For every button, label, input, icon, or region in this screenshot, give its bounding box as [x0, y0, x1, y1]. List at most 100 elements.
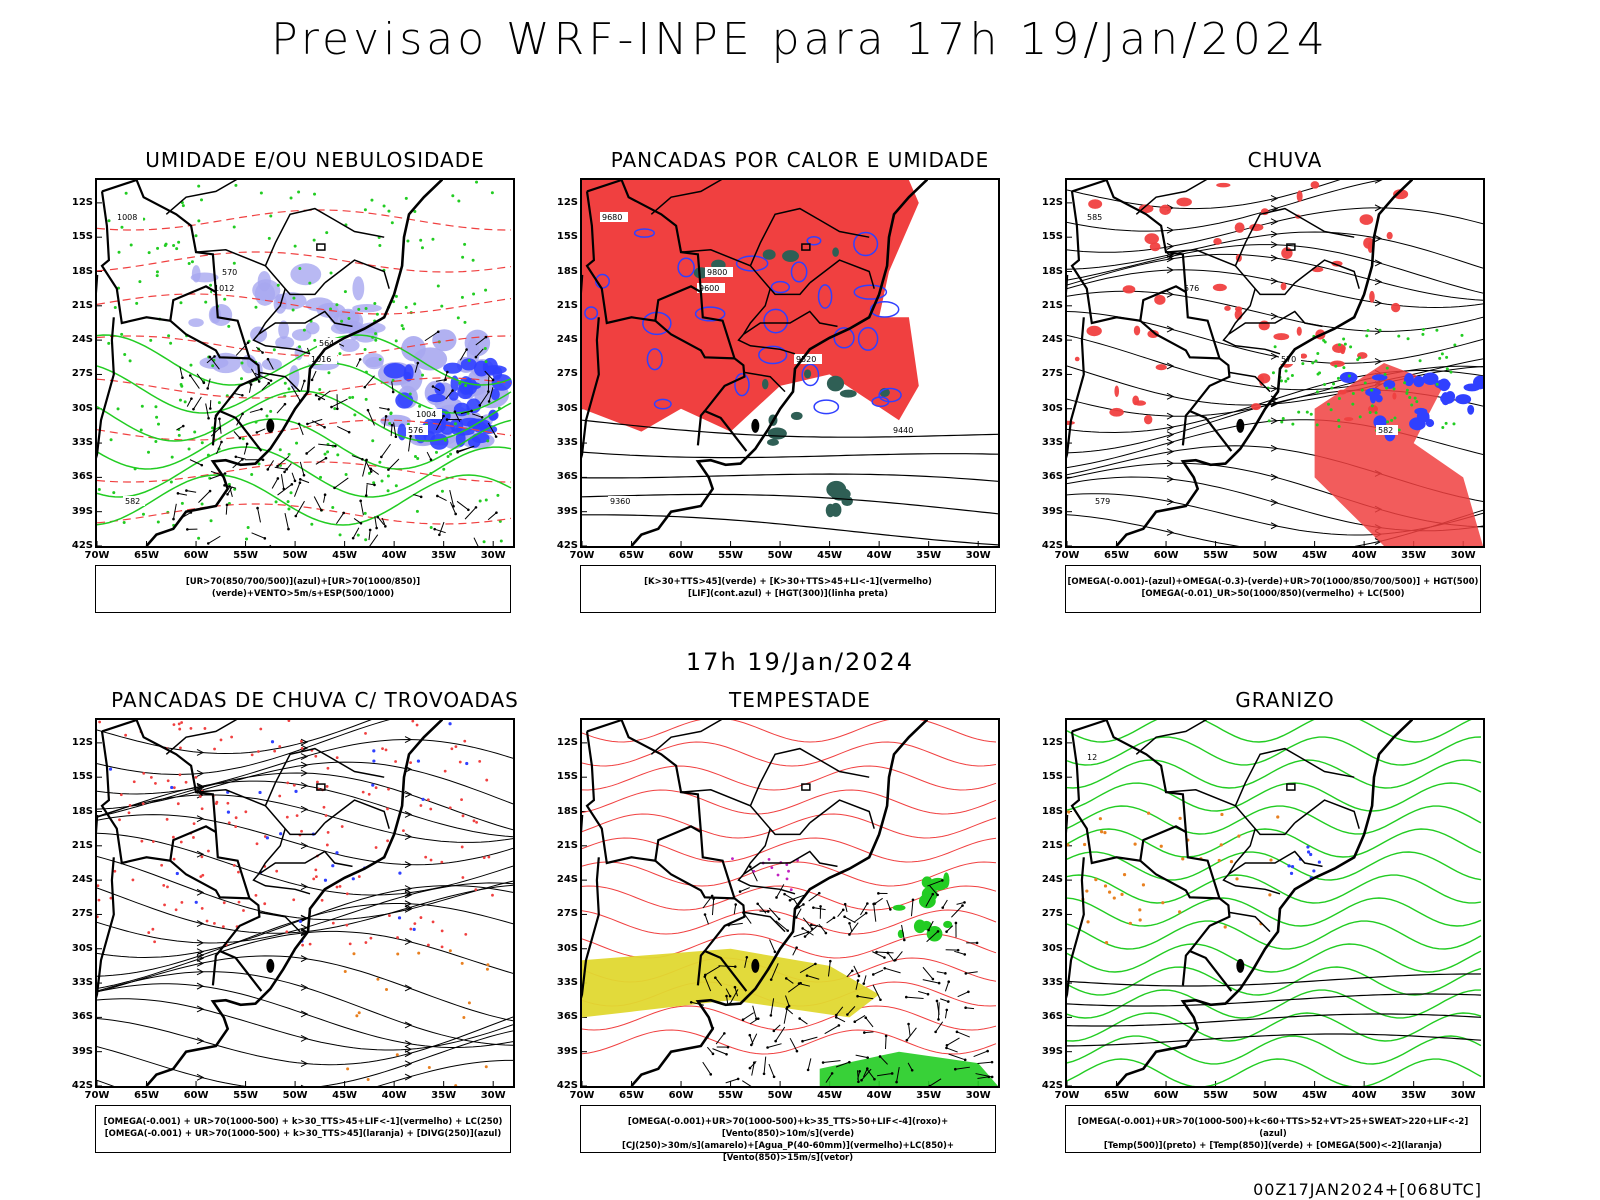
contour-label: 576	[1184, 284, 1199, 293]
panel-legend: [K>30+TTS>45](verde) + [K>30+TTS>45+LI<-…	[580, 565, 996, 613]
lon-tick-label: 50W	[282, 550, 308, 561]
lon-tick-label: 70W	[569, 1090, 595, 1101]
lat-tick-label: 36S	[556, 471, 578, 483]
map-svg: 9680 9600 9520 9440 9360 9800	[582, 180, 998, 546]
lat-tick-label: 33S	[71, 437, 93, 449]
lat-tick-label: 39S	[556, 505, 578, 517]
lon-tick-label: 70W	[1054, 550, 1080, 561]
lat-tick-label: 18S	[1041, 805, 1063, 817]
lon-tick-label: 70W	[84, 550, 110, 561]
lat-tick-label: 39S	[1041, 505, 1063, 517]
lon-tick-label: 65W	[619, 1090, 644, 1101]
lat-tick-label: 15S	[1041, 231, 1063, 243]
lat-tick-label: 18S	[71, 265, 93, 277]
lat-tick-label: 33S	[1041, 977, 1063, 989]
panel-legend: [OMEGA(-0.001)-(azul)+OMEGA(-0.3)-(verde…	[1065, 565, 1481, 613]
legend-line: [CJ(250)>30m/s](amarelo)+[Agua_P(40-60mm…	[621, 1141, 955, 1163]
lat-tick-label: 12S	[556, 736, 578, 748]
panel-legend: [OMEGA(-0.001) + UR>70(1000-500) + k>30_…	[95, 1105, 511, 1153]
lon-tick-label: 30W	[965, 1090, 991, 1101]
panel-title: CHUVA	[1247, 148, 1323, 172]
map-area	[580, 718, 1000, 1088]
lon-tick-label: 45W	[332, 550, 358, 561]
contour-label: 9440	[893, 426, 913, 435]
lat-tick-label: 12S	[1041, 736, 1063, 748]
lon-tick-label: 65W	[619, 550, 644, 561]
lon-tick-label: 50W	[767, 1090, 793, 1101]
lon-tick-label: 60W	[668, 1090, 694, 1101]
lon-tick-label: 65W	[1104, 550, 1129, 561]
contour-label: 9360	[610, 497, 630, 506]
map-panel: TEMPESTADE 12S 15S 18S 21S 24S 27S 30S 33S 36S 39S…	[550, 688, 1050, 1163]
lon-tick-label: 30W	[480, 1090, 506, 1101]
panel-legend: [OMEGA(-0.001)+UR>70(1000-500)+k<60+TTS>…	[1065, 1105, 1481, 1153]
lon-tick-label: 30W	[1450, 550, 1476, 561]
map-panel: PANCADAS POR CALOR E UMIDADE 12S 15S 18S 21S…	[550, 148, 1050, 618]
lat-tick-label: 42S	[1041, 1080, 1063, 1091]
contour-label: 1008	[117, 213, 137, 222]
sub-date-label: 17h 19/Jan/2024	[685, 648, 915, 676]
contour-label: 12	[1087, 753, 1097, 762]
lon-tick-label: 50W	[767, 550, 793, 561]
lat-tick-label: 42S	[71, 540, 93, 551]
lon-tick-label: 65W	[134, 1090, 159, 1101]
map-area: 12	[1065, 718, 1485, 1088]
map-area: 1008 1012 1016 576 582 570 564 1004	[95, 178, 515, 548]
lat-tick-label: 15S	[556, 231, 578, 243]
panel-title: UMIDADE E/OU NEBULOSIDADE	[145, 148, 485, 172]
lat-tick-label: 18S	[556, 265, 578, 277]
map-svg	[582, 720, 998, 1086]
contour-label: 564	[319, 339, 334, 348]
lat-tick-label: 33S	[1041, 437, 1063, 449]
lon-tick-label: 60W	[1153, 550, 1179, 561]
lon-tick-label: 40W	[381, 550, 407, 561]
contour-label: 579	[1095, 497, 1110, 506]
contour-label: 582	[125, 497, 140, 506]
lat-tick-label: 12S	[71, 736, 93, 748]
lat-tick-label: 24S	[556, 874, 578, 886]
lon-tick-label: 40W	[381, 1090, 407, 1101]
lat-tick-label: 21S	[71, 839, 93, 851]
lat-tick-label: 24S	[556, 334, 578, 346]
lon-tick-label: 70W	[569, 550, 595, 561]
map-svg	[97, 720, 513, 1086]
lon-tick-label: 45W	[332, 1090, 358, 1101]
lat-tick-label: 24S	[71, 334, 93, 346]
lat-tick-label: 36S	[1041, 1011, 1063, 1023]
lon-tick-label: 60W	[183, 1090, 209, 1101]
lat-tick-label: 15S	[71, 771, 93, 783]
contour-label: 585	[1087, 213, 1102, 222]
lon-tick-label: 35W	[431, 1090, 457, 1101]
contour-label: 576	[408, 426, 423, 435]
lon-tick-label: 50W	[1252, 1090, 1278, 1101]
lat-tick-label: 33S	[556, 437, 578, 449]
lon-tick-label: 40W	[1351, 1090, 1377, 1101]
legend-line: [OMEGA(-0.001) + UR>70(1000-500) + k>30_…	[104, 1129, 502, 1139]
map-area: 9680 9600 9520 9440 9360 9800	[580, 178, 1000, 548]
lat-tick-label: 36S	[1041, 471, 1063, 483]
lon-tick-label: 60W	[668, 550, 694, 561]
lat-tick-label: 12S	[556, 196, 578, 208]
lon-tick-label: 60W	[183, 550, 209, 561]
lat-tick-label: 30S	[71, 942, 93, 954]
lon-tick-label: 35W	[431, 550, 457, 561]
contour-label: 1004	[416, 410, 436, 419]
lat-tick-label: 42S	[71, 1080, 93, 1091]
lat-tick-label: 39S	[71, 505, 93, 517]
lat-tick-label: 27S	[71, 368, 93, 380]
map-area: 585 576 570 582 579	[1065, 178, 1485, 548]
legend-line: [K>30+TTS>45](verde) + [K>30+TTS>45+LI<-…	[644, 577, 932, 587]
panel-legend: [UR>70(850/700/500)](azul)+[UR>70(1000/8…	[95, 565, 511, 613]
legend-line: [UR>70(850/700/500)](azul)+[UR>70(1000/8…	[185, 577, 421, 599]
lat-tick-label: 30S	[1041, 402, 1063, 414]
lon-tick-label: 55W	[1203, 550, 1229, 561]
lon-tick-label: 45W	[1302, 550, 1328, 561]
lon-tick-label: 45W	[817, 550, 843, 561]
contour-label: 1012	[214, 284, 234, 293]
contour-label: 9520	[796, 355, 816, 364]
lat-tick-label: 36S	[556, 1011, 578, 1023]
lat-tick-label: 33S	[71, 977, 93, 989]
lat-tick-label: 27S	[1041, 908, 1063, 920]
lat-tick-label: 30S	[1041, 942, 1063, 954]
lon-tick-label: 50W	[1252, 550, 1278, 561]
